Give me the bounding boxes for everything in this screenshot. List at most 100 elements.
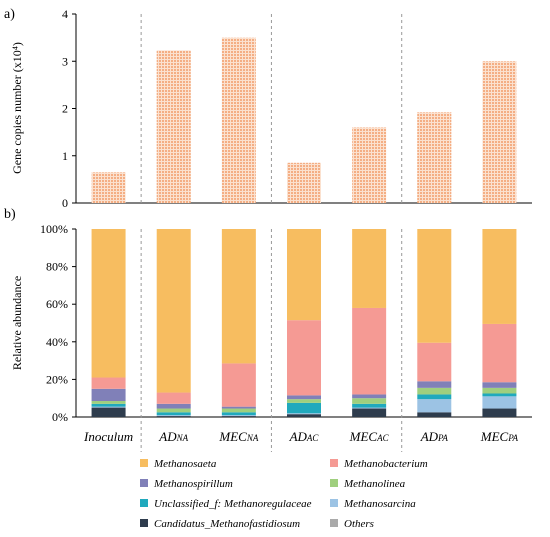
panel-b-bar-segment [156,412,191,416]
panel-b-bar-segment [91,388,126,402]
legend-swatch [330,519,338,527]
panel-b-bar-segment [417,399,452,413]
legend-swatch [140,459,148,467]
panel-b-bar-segment [91,407,126,417]
panel-b-axes: 0% 20% 40% 60% 80% 100% [40,222,532,452]
panel-b-bar-segment [91,229,126,378]
panel-b-bar-segment [221,412,256,416]
category-label: ADNA [158,429,188,444]
panel-a-ytick-label: 3 [62,54,68,68]
panel-a-bar [91,172,126,203]
panel-b-bar-segment [352,408,387,417]
panel-b-ytick-label: 40% [46,335,68,349]
panel-b-bar-segment [156,392,191,404]
panel-a-axes: 0 1 2 3 4 [62,7,532,210]
legend-swatch [330,479,338,487]
panel-b-label: b) [4,207,16,222]
panel-b-ytick-label: 20% [46,372,68,386]
panel-a-bar [482,61,517,203]
panel-b-bar-segment [417,381,452,388]
panel-b-bar-segment [221,408,256,413]
panel-b-bar-segment [417,412,452,417]
legend-swatch [330,459,338,467]
panel-b-bar-segment [221,229,256,364]
panel-a-label: a) [4,7,15,22]
panel-a: a) Gene copies number (x10⁴) 0 1 2 3 4 [4,7,532,210]
legend-label: Methanobacterium [343,458,428,470]
panel-b-bar-segment [287,399,321,403]
panel-b-bar-segment [352,229,387,308]
panel-b: b) Relative abundance 0% 20% 40% 60% 80% 100%… [4,207,532,452]
panel-b-bar-segment [482,323,517,383]
panel-a-ylabel: Gene copies number (x10⁴) [10,42,24,174]
legend-label: Methanolinea [343,478,406,490]
panel-b-bar-segment [287,402,321,414]
panel-b-bar-segment [482,387,517,394]
panel-b-ytick-label: 60% [46,297,68,311]
legend-label: Unclassified_f: Methanoregulaceae [154,498,312,510]
panel-b-category-labels: Inoculum ADNA MECNA ADAC MECAC ADPA MECPA [83,429,519,444]
panel-b-bar-segment [417,394,452,400]
panel-b-bar-segment [352,394,387,399]
panel-b-bar-segment [417,387,452,395]
panel-b-bars [91,229,517,417]
panel-b-ytick-label: 0% [52,410,68,424]
category-label: MECNA [218,429,258,444]
category-label: ADPA [420,429,449,444]
legend-label: Candidatus_Methanofastidiosum [154,518,300,530]
panel-b-bar-segment [352,398,387,404]
legend-swatch [140,519,148,527]
panel-b-bar-segment [482,396,517,409]
panel-b-bar-segment [156,416,191,417]
panel-b-bar-segment [91,377,126,389]
legend-label: Others [344,518,374,530]
category-label: Inoculum [83,429,133,444]
panel-b-bar-segment [91,401,126,404]
panel-b-bar-segment [91,406,126,408]
panel-b-ylabel: Relative abundance [10,276,24,370]
panel-b-bar-segment [156,403,191,409]
panel-b-bar-segment [417,229,452,343]
panel-a-ytick-label: 1 [62,149,68,163]
legend-swatch [140,479,148,487]
panel-a-bar [156,50,191,203]
panel-b-bar-segment [482,393,517,397]
panel-b-bar-segment [156,408,191,413]
panel-a-ytick-label: 2 [62,102,68,116]
panel-b-bar-segment [156,415,191,417]
panel-b-bar-segment [221,406,256,409]
category-label: ADAC [289,429,320,444]
panel-b-bar-segment [352,403,387,408]
panel-a-ytick-label: 4 [62,7,68,21]
legend-label: Methanosarcina [343,498,416,510]
panel-b-bar-segment [221,416,256,417]
panel-b-bar-segment [156,229,191,393]
panel-b-bar-segment [91,403,126,407]
panel-a-bar [352,127,387,203]
panel-a-bar [287,162,321,203]
panel-b-bar-segment [482,408,517,417]
panel-a-ytick-label: 0 [62,196,68,210]
panel-b-bar-segment [221,415,256,417]
panel-b-bar-segment [287,229,321,321]
panel-b-bar-segment [352,307,387,395]
panel-b-bar-segment [482,229,517,324]
panel-b-bar-segment [287,320,321,396]
panel-b-bar-segment [482,382,517,388]
panel-b-bar-segment [221,363,256,407]
panel-b-ytick-label: 80% [46,260,68,274]
panel-b-bar-segment [287,414,321,417]
legend-swatch [140,499,148,507]
legend-label: Methanosaeta [153,458,217,470]
category-label: MECAC [349,429,390,444]
category-label: MECPA [480,429,519,444]
legend: Methanosaeta Methanobacterium Methanospiri… [140,458,428,530]
panel-b-bar-segment [287,413,321,415]
panel-a-bar [417,112,452,203]
legend-swatch [330,499,338,507]
panel-b-ytick-label: 100% [40,222,68,236]
legend-label: Methanospirillum [153,478,233,490]
panel-a-bars [91,37,517,203]
panel-b-bar-segment [352,407,387,409]
